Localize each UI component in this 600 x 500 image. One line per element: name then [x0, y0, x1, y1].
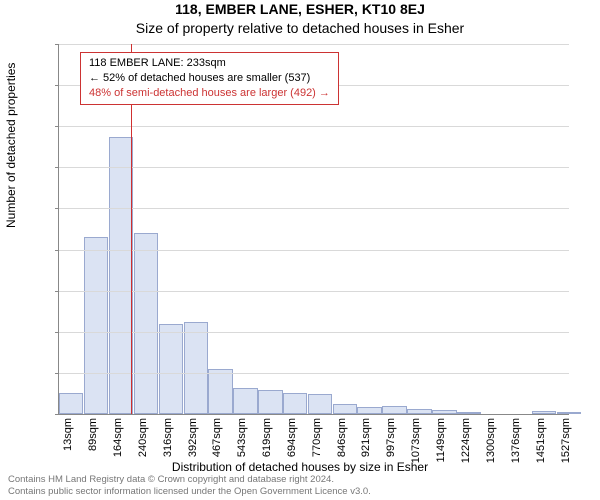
annotation-line2: ← 52% of detached houses are smaller (53…: [89, 71, 330, 86]
gridline: [59, 373, 569, 374]
histogram-bar: [159, 324, 183, 414]
gridline: [59, 332, 569, 333]
annotation-line3: 48% of semi-detached houses are larger (…: [89, 86, 330, 101]
annotation-box: 118 EMBER LANE: 233sqm ← 52% of detached…: [80, 52, 339, 105]
histogram-bar: [59, 393, 83, 414]
gridline: [59, 250, 569, 251]
gridline: [59, 126, 569, 127]
x-tick-label: 467sqm: [211, 418, 223, 457]
x-axis-label: Distribution of detached houses by size …: [0, 460, 600, 474]
gridline: [59, 208, 569, 209]
chart-container: { "title_line1": "118, EMBER LANE, ESHER…: [0, 0, 600, 500]
x-tick-label: 619sqm: [261, 418, 273, 457]
y-tick-mark: [55, 85, 59, 86]
y-tick-mark: [55, 332, 59, 333]
histogram-bar: [233, 388, 257, 414]
chart-title-secondary: Size of property relative to detached ho…: [0, 20, 600, 36]
x-tick-label: 1451sqm: [535, 418, 547, 463]
y-tick-mark: [55, 291, 59, 292]
x-tick-label: 694sqm: [286, 418, 298, 457]
x-tick-label: 1527sqm: [560, 418, 572, 463]
x-tick-label: 392sqm: [187, 418, 199, 457]
histogram-bar: [84, 237, 108, 414]
histogram-bar: [258, 390, 282, 414]
x-tick-label: 997sqm: [385, 418, 397, 457]
x-tick-label: 1300sqm: [485, 418, 497, 463]
y-tick-mark: [55, 126, 59, 127]
footer-line2: Contains public sector information licen…: [8, 486, 371, 498]
x-tick-label: 1376sqm: [510, 418, 522, 463]
y-tick-mark: [55, 167, 59, 168]
x-tick-label: 316sqm: [162, 418, 174, 457]
y-tick-mark: [55, 373, 59, 374]
y-tick-mark: [55, 208, 59, 209]
annotation-line1: 118 EMBER LANE: 233sqm: [89, 56, 330, 71]
gridline: [59, 44, 569, 45]
chart-title-primary: 118, EMBER LANE, ESHER, KT10 8EJ: [0, 1, 600, 17]
histogram-bar: [134, 233, 158, 414]
y-tick-mark: [55, 44, 59, 45]
x-tick-label: 240sqm: [137, 418, 149, 457]
gridline: [59, 291, 569, 292]
gridline: [59, 167, 569, 168]
y-tick-mark: [55, 250, 59, 251]
x-tick-label: 846sqm: [336, 418, 348, 457]
x-tick-label: 1149sqm: [435, 418, 447, 462]
footer-credits: Contains HM Land Registry data © Crown c…: [8, 474, 371, 498]
x-tick-label: 1224sqm: [460, 418, 472, 463]
histogram-bar: [382, 406, 406, 414]
y-ticks: 050100150200250300350400450: [0, 44, 58, 414]
histogram-bar: [308, 394, 332, 414]
histogram-bar: [184, 322, 208, 414]
x-tick-label: 770sqm: [311, 418, 323, 457]
histogram-bar: [333, 404, 357, 414]
x-tick-label: 89sqm: [87, 418, 99, 451]
x-tick-label: 164sqm: [112, 418, 124, 457]
histogram-bar: [208, 369, 232, 414]
histogram-bar: [283, 393, 307, 414]
x-tick-label: 921sqm: [360, 418, 372, 457]
x-tick-label: 1073sqm: [410, 418, 422, 463]
x-tick-label: 13sqm: [62, 418, 74, 451]
x-tick-label: 543sqm: [236, 418, 248, 457]
footer-line1: Contains HM Land Registry data © Crown c…: [8, 474, 371, 486]
